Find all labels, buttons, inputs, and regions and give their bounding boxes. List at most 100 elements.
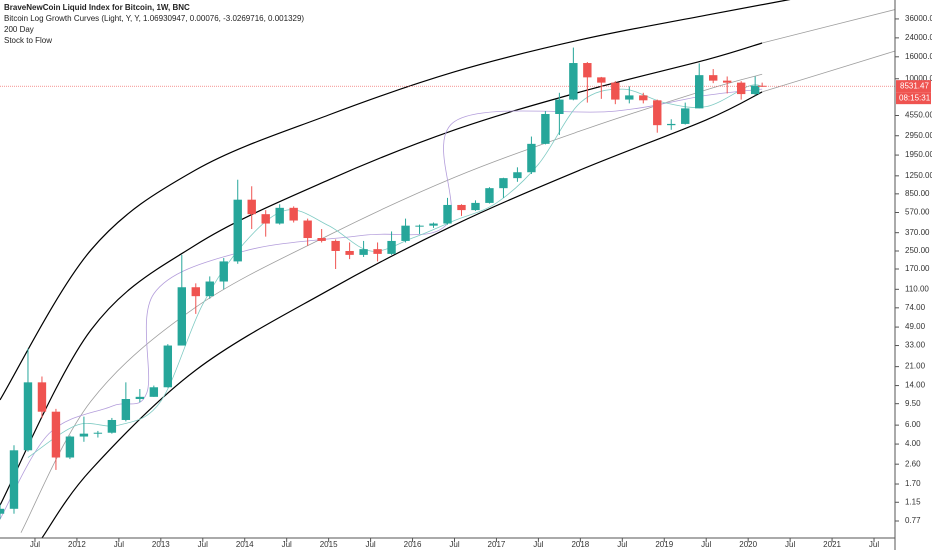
- y-tick-label: 33.00: [905, 341, 926, 350]
- candle-body: [359, 249, 368, 255]
- legend: BraveNewCoin Liquid Index for Bitcoin, 1…: [4, 3, 304, 45]
- y-tick-label: 1250.00: [905, 171, 932, 180]
- candle-body: [317, 238, 326, 241]
- candle-body: [177, 287, 186, 346]
- x-tick-label: 2019: [655, 540, 673, 549]
- candle-body: [345, 250, 354, 255]
- candle-body: [611, 82, 620, 100]
- y-tick-label: 4550.00: [905, 111, 932, 120]
- indicator-line: [0, 88, 763, 520]
- x-tick-label: Jul: [617, 540, 627, 549]
- candle-body: [757, 85, 767, 87]
- x-tick-label: Jul: [30, 540, 40, 549]
- candle-body: [9, 450, 19, 509]
- x-tick-label: 2018: [571, 540, 589, 549]
- candle-body: [639, 95, 648, 101]
- candle-body: [709, 75, 718, 81]
- candle-body: [373, 249, 382, 254]
- candle-body: [625, 95, 634, 100]
- candle-body: [569, 63, 578, 100]
- candle-body: [149, 387, 159, 397]
- y-tick-label: 49.00: [905, 322, 926, 331]
- axes: 36000.00 24000.00 16000.00 10000.00 4550.00 2…: [30, 14, 932, 549]
- indicator-line: [0, 0, 791, 401]
- x-tick-label: Jul: [701, 540, 711, 549]
- candle-body: [555, 99, 564, 114]
- indicator-label: Bitcoin Log Growth Curves (Light, Y, Y, …: [4, 14, 304, 23]
- candle-body: [750, 85, 760, 95]
- price-label-box: [896, 80, 931, 93]
- candle-body: [736, 82, 746, 95]
- x-tick-label: 2015: [320, 540, 338, 549]
- x-tick-label: 2014: [236, 540, 254, 549]
- x-tick-label: 2017: [488, 540, 506, 549]
- candle-body: [205, 281, 214, 297]
- candle-body: [513, 172, 522, 179]
- indicator-line: [762, 9, 895, 44]
- candle-body: [499, 178, 508, 189]
- x-tick-label: Jul: [533, 540, 543, 549]
- y-tick-label: 74.00: [905, 303, 926, 312]
- candle-body: [275, 207, 284, 224]
- y-tick-label: 370.00: [905, 228, 930, 237]
- x-tick-label: Jul: [114, 540, 124, 549]
- y-tick-label: 24000.00: [905, 33, 932, 42]
- y-tick-label: 110.00: [905, 284, 929, 293]
- y-tick-label: 9.50: [905, 399, 921, 408]
- candle-body: [79, 433, 89, 437]
- x-tick-label: Jul: [785, 540, 795, 549]
- candle-body: [247, 199, 256, 215]
- indicator-line: [41, 91, 763, 538]
- y-tick-label: 1950.00: [905, 150, 932, 159]
- candle-body: [93, 432, 103, 434]
- x-tick-label: 2021: [823, 540, 841, 549]
- y-tick-label: 36000.00: [905, 14, 932, 23]
- candle-body: [0, 508, 5, 514]
- y-tick-label: 170.00: [905, 264, 930, 273]
- candle-body: [331, 240, 340, 251]
- candle-body: [667, 123, 676, 126]
- price-label: 8531.47: [900, 81, 929, 90]
- candle-body: [37, 382, 47, 412]
- y-tick-label: 4.00: [905, 439, 921, 448]
- candle-body: [527, 143, 536, 173]
- indicator-line: [27, 84, 763, 458]
- x-tick-label: 2012: [68, 540, 86, 549]
- y-tick-label: 850.00: [905, 189, 930, 198]
- candle-body: [23, 382, 33, 451]
- chart-title: BraveNewCoin Liquid Index for Bitcoin, 1…: [4, 3, 190, 12]
- candle-body: [401, 225, 410, 241]
- candle-body: [121, 399, 131, 420]
- candle-body: [695, 75, 704, 109]
- countdown-box: [896, 92, 931, 105]
- y-tick-label: 14.00: [905, 381, 926, 390]
- candle-body: [429, 223, 438, 226]
- y-tick-label: 6.00: [905, 420, 921, 429]
- y-tick-label: 1.70: [905, 479, 921, 488]
- x-tick-label: Jul: [449, 540, 459, 549]
- candle-body: [722, 80, 732, 83]
- candle-body: [583, 63, 592, 78]
- x-tick-label: 2016: [404, 540, 422, 549]
- candle-body: [135, 396, 145, 400]
- x-tick-label: Jul: [365, 540, 375, 549]
- y-tick-label: 570.00: [905, 208, 930, 217]
- x-tick-label: Jul: [282, 540, 292, 549]
- candle-body: [303, 220, 312, 239]
- y-tick-label: 2.60: [905, 459, 921, 468]
- y-tick-label: 10000.00: [905, 74, 932, 83]
- x-tick-label: 2020: [739, 540, 757, 549]
- candle-body: [107, 419, 117, 433]
- candle-body: [65, 436, 75, 458]
- candle-body: [261, 214, 270, 224]
- candle-body: [219, 261, 228, 282]
- candle-body: [289, 207, 298, 221]
- indicator-line: [0, 42, 763, 506]
- candle-body: [443, 204, 452, 224]
- y-tick-label: 1.15: [905, 497, 921, 506]
- candle-body: [653, 100, 662, 126]
- y-tick-label: 21.00: [905, 362, 926, 371]
- y-tick-label: 250.00: [905, 246, 930, 255]
- x-tick-label: Jul: [869, 540, 879, 549]
